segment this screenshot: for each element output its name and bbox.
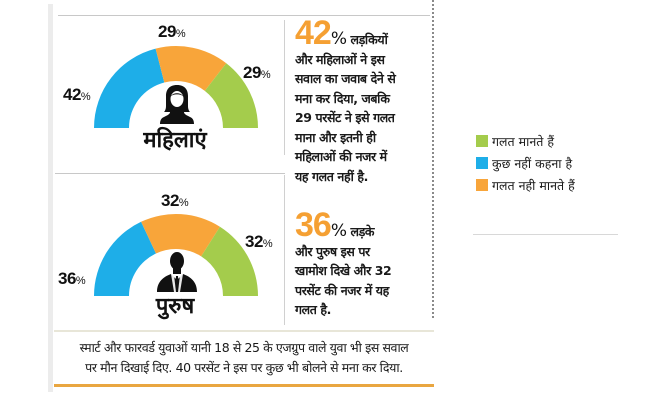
caption-text: स्मार्ट और फारवर्ड युवाओं यानी 18 से 25 … <box>79 340 409 375</box>
orange-swatch-icon <box>476 179 488 191</box>
legend-item-not-wrong: गलत नही मानते हैं <box>476 174 575 196</box>
blue-swatch-icon <box>476 157 488 169</box>
women-summary-number: 42 <box>295 14 332 52</box>
panel-divider-bottom <box>284 175 285 325</box>
left-border-bar <box>48 4 53 392</box>
woman-silhouette-icon <box>160 85 194 124</box>
top-divider <box>58 15 430 16</box>
legend-divider <box>473 234 618 235</box>
dotted-column-divider <box>432 0 434 318</box>
caption-box: स्मार्ट और फारवर्ड युवाओं यानी 18 से 25 … <box>54 330 434 387</box>
middle-divider <box>55 173 285 174</box>
green-swatch-icon <box>476 135 488 147</box>
panel-divider-top <box>284 20 285 155</box>
men-label: पुरुष <box>155 294 195 319</box>
women-label: महिलाएं <box>143 128 207 153</box>
men-segment-green <box>201 226 258 296</box>
men-summary: 36% लड़के और पुरुष इस पर खामोश दिखे और 3… <box>295 206 392 317</box>
man-silhouette-icon <box>157 252 197 292</box>
women-orange-pct: 29% <box>158 22 186 41</box>
men-gauge-chart <box>94 214 258 296</box>
men-segment-orange <box>141 214 220 257</box>
legend-item-wrong: गलत मानते हैं <box>476 130 575 152</box>
women-segment-orange <box>155 45 227 91</box>
women-green-pct: 29% <box>243 63 271 82</box>
legend-item-no-comment: कुछ नहीं कहना है <box>476 152 575 174</box>
men-blue-pct: 36% <box>58 269 86 288</box>
women-segment-green <box>204 63 258 128</box>
legend: गलत मानते हैं कुछ नहीं कहना है गलत नही म… <box>476 130 575 196</box>
women-blue-pct: 42% <box>63 85 91 104</box>
women-gauge-chart <box>94 45 258 128</box>
men-summary-number: 36 <box>295 206 332 244</box>
women-segment-blue <box>94 48 165 128</box>
men-segment-blue <box>94 221 156 296</box>
men-orange-pct: 32% <box>161 191 189 210</box>
men-green-pct: 32% <box>245 232 273 251</box>
women-summary: 42% लड़कियों और महिलाओं ने इस सवाल का जव… <box>295 14 396 184</box>
